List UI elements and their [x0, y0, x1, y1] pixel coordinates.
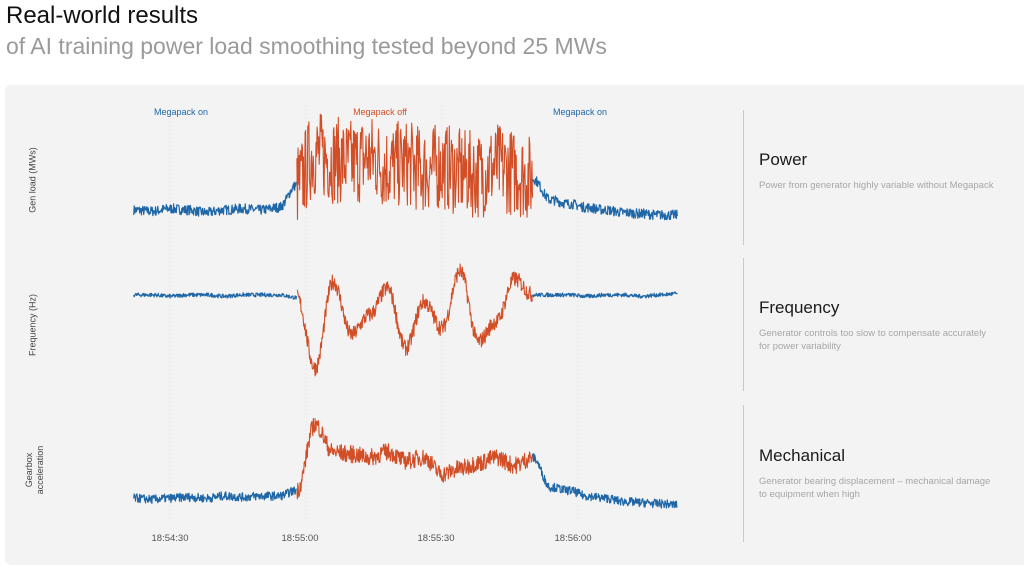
- divider-frequency: [743, 258, 744, 391]
- frequency-series-megapack-on-2: [532, 291, 678, 299]
- mechanical-series-megapack-off-1: [296, 417, 533, 500]
- segment-label-on-1: Megapack on: [153, 107, 209, 117]
- divider-power: [743, 110, 744, 245]
- y-label-frequency: Frequency (Hz): [27, 293, 38, 357]
- mechanical-series-megapack-on-0: [133, 486, 298, 504]
- divider-mechanical: [743, 405, 744, 542]
- x-tick-label: 18:55:30: [417, 533, 455, 544]
- frequency-description: Generator controls too slow to compensat…: [759, 328, 987, 352]
- x-tick-label: 18:54:30: [151, 533, 189, 544]
- segment-label-on-2: Megapack on: [552, 107, 608, 117]
- y-label-mechanical: Gearbox acceleration: [24, 445, 45, 495]
- mechanical-series-megapack-on-2: [532, 453, 678, 509]
- y-label-power: Gen load (MWs): [27, 147, 38, 213]
- mechanical-description: Generator bearing displacement – mechani…: [759, 476, 991, 500]
- x-tick-label: 18:56:00: [554, 533, 592, 544]
- frequency-series-megapack-off-1: [296, 263, 533, 377]
- power-series-megapack-on-2: [532, 176, 678, 221]
- page-subtitle: of AI training power load smoothing test…: [6, 33, 607, 59]
- power-series-megapack-on-0: [133, 181, 298, 217]
- power-title: Power: [759, 150, 808, 169]
- mechanical-title: Mechanical: [759, 446, 845, 465]
- segment-label-off: Megapack off: [353, 107, 407, 117]
- x-tick-label: 18:55:00: [281, 533, 319, 544]
- chart-svg: [133, 105, 678, 525]
- power-series-megapack-off-1: [296, 113, 534, 221]
- power-description: Power from generator highly variable wit…: [759, 180, 994, 191]
- frequency-series-megapack-on-0: [133, 292, 298, 300]
- frequency-title: Frequency: [759, 298, 840, 317]
- page-title: Real-world results: [6, 2, 199, 29]
